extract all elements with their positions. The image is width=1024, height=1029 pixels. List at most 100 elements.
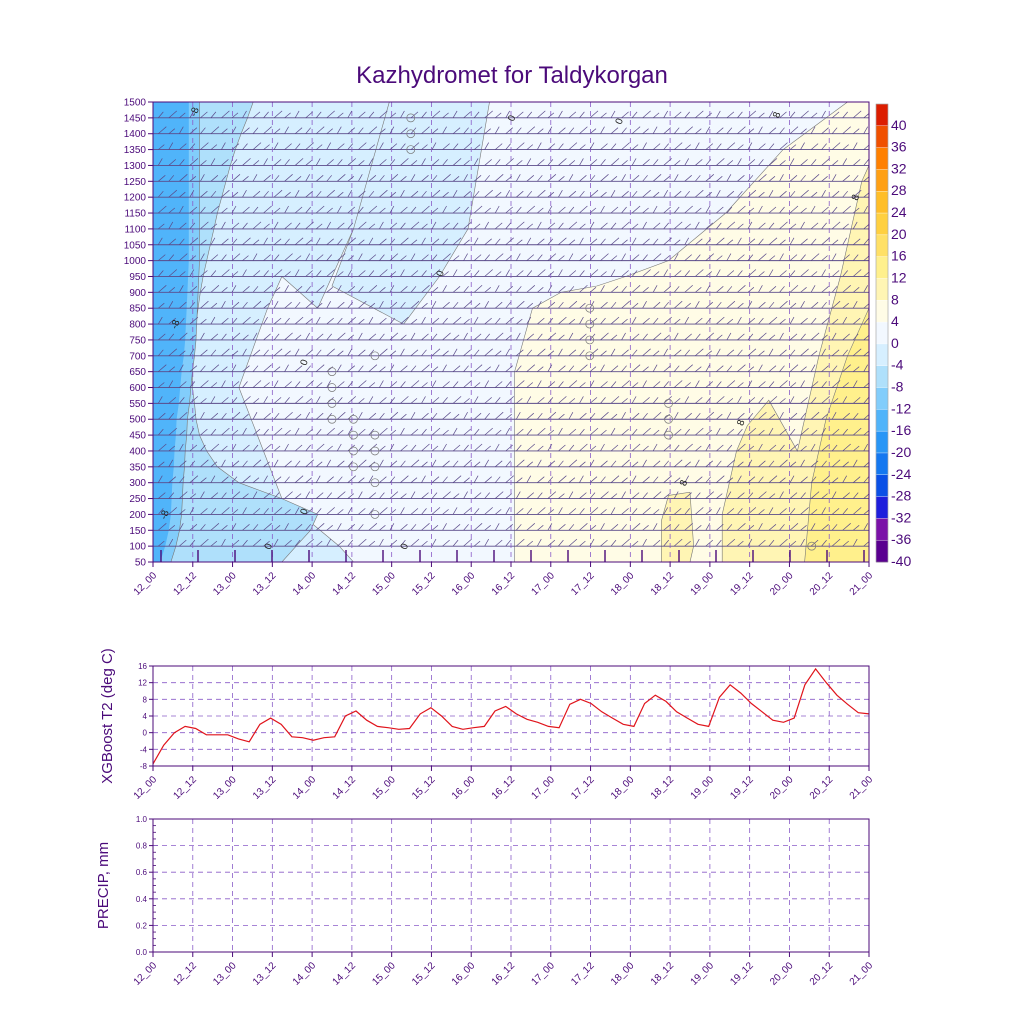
wind-barb [673, 349, 682, 357]
wind-barb [400, 365, 408, 372]
wind-barb [789, 158, 795, 166]
wind-barb [347, 524, 356, 531]
wind-barb [705, 205, 711, 214]
wind-barb [526, 382, 534, 388]
wind-barb [621, 239, 628, 246]
wind-barb [189, 176, 197, 182]
wind-barb [716, 365, 724, 372]
x-tick-label: 18_12 [649, 960, 677, 988]
wind-barb [863, 493, 869, 499]
wind-barb [442, 143, 450, 150]
wind-barb [842, 349, 848, 357]
wind-barb [695, 366, 702, 372]
wind-barb [610, 524, 619, 531]
wind-barb [347, 190, 353, 198]
wind-barb [589, 189, 599, 198]
wind-barb [252, 349, 261, 357]
wind-barb [421, 540, 428, 547]
wind-barb [452, 444, 461, 452]
wind-barb [263, 461, 270, 468]
wind-barb [389, 539, 398, 547]
y-tick-label: 350 [129, 462, 146, 473]
x-tick-label: 19_12 [728, 960, 756, 988]
wind-barb [221, 175, 227, 182]
wind-barb [484, 525, 491, 531]
wind-barb [568, 538, 578, 547]
wind-barb [473, 382, 481, 388]
wind-barb [831, 221, 841, 230]
wind-barb [284, 491, 293, 499]
wind-barb [431, 445, 439, 452]
wind-barb [737, 237, 742, 245]
wind-barb [821, 176, 828, 182]
wind-barb [810, 509, 818, 515]
wind-barb [158, 285, 167, 293]
wind-barb [231, 491, 241, 499]
wind-barb [568, 491, 574, 499]
wind-barb [157, 270, 164, 277]
wind-barb [200, 412, 205, 420]
wind-barb [516, 349, 524, 357]
wind-barb [452, 316, 462, 325]
wind-barb [421, 144, 428, 150]
calm-marker [585, 303, 595, 313]
wind-barb [252, 459, 262, 468]
wind-barb [831, 491, 837, 499]
wind-barb [852, 366, 860, 372]
wind-barb [831, 190, 840, 198]
wind-barb [273, 397, 282, 404]
wind-barb [358, 111, 366, 119]
wind-barb [263, 223, 270, 230]
wind-barb [337, 143, 345, 150]
wind-barb [347, 286, 356, 293]
wind-barb [400, 460, 406, 468]
wind-barb [400, 190, 405, 198]
wind-barb [442, 126, 447, 134]
wind-barb [494, 491, 504, 499]
wind-barb [168, 128, 176, 134]
wind-barb [642, 427, 651, 436]
wind-barb [231, 429, 239, 436]
wind-barb [168, 317, 177, 325]
wind-barb [337, 460, 345, 468]
wind-barb [547, 222, 556, 230]
wind-barb [747, 128, 755, 134]
wind-barb [442, 460, 450, 468]
wind-barb [421, 382, 428, 388]
wind-barb [463, 459, 472, 468]
wind-barb [463, 160, 470, 166]
wind-barb [600, 159, 606, 166]
wind-barb [284, 285, 289, 293]
wind-barb [673, 477, 681, 483]
wind-barb [253, 102, 254, 103]
wind-barb [315, 412, 324, 420]
wind-barb [821, 316, 830, 325]
wind-barb [505, 334, 512, 341]
x-tick-label: 12_00 [132, 570, 160, 598]
wind-barb [684, 396, 690, 404]
wind-barb [621, 398, 628, 404]
wind-barb [315, 540, 323, 547]
wind-barb [842, 175, 850, 182]
wind-barb [663, 190, 669, 198]
wind-barb [863, 159, 869, 166]
wind-barb [516, 111, 524, 119]
wind-barb [231, 523, 237, 531]
wind-barb [452, 493, 460, 499]
wind-barb [810, 397, 817, 404]
wind-barb [758, 301, 766, 309]
wind-barb [452, 110, 458, 119]
wind-barb [273, 380, 279, 388]
wind-barb [463, 365, 469, 372]
wind-barb [800, 397, 808, 404]
wind-barb [663, 460, 669, 468]
wind-barb [284, 350, 291, 357]
wind-barb [515, 127, 522, 134]
wind-barb [494, 143, 503, 150]
wind-barb [168, 412, 175, 420]
wind-barb [494, 381, 503, 388]
wind-barb [537, 397, 545, 404]
wind-barb [210, 428, 217, 436]
wind-barb [758, 364, 763, 372]
wind-barb [852, 459, 858, 468]
